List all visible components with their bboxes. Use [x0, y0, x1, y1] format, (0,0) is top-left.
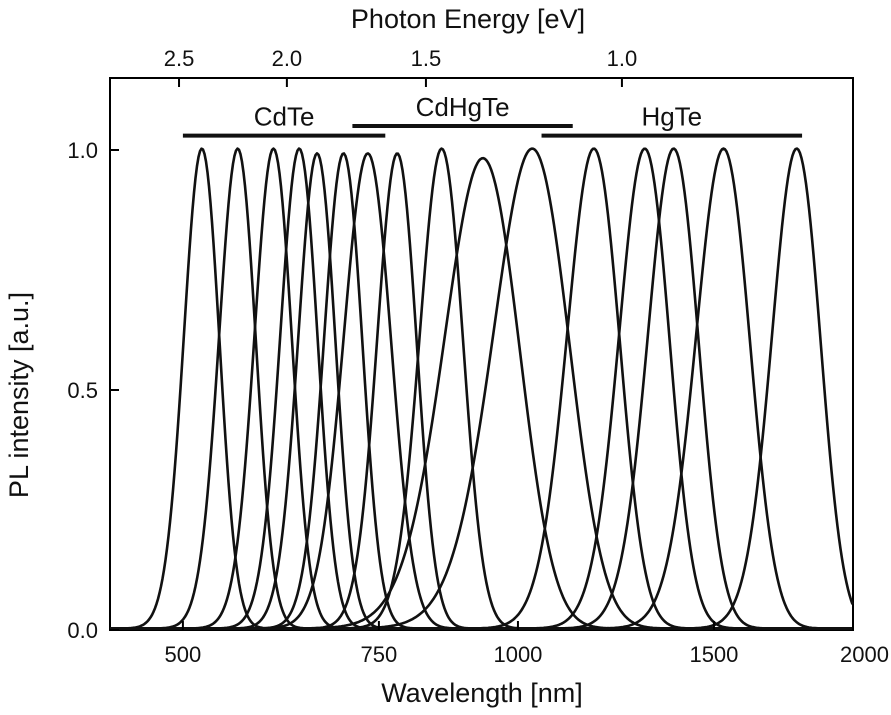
- y-axis-title: PL intensity [a.u.]: [4, 292, 34, 498]
- x2-tick-label-3: 1.5: [411, 46, 442, 71]
- y-tick-label-2: 0.5: [67, 378, 98, 403]
- plot-frame: [109, 77, 854, 631]
- x2-tick-label-4: 1.0: [607, 46, 638, 71]
- y-tick-layer: 0.0 0.5 1.0: [67, 138, 119, 643]
- y-tick-label-1: 0.0: [67, 618, 98, 643]
- x2-tick-layer: 2.5 2.0 1.5 1.0: [164, 46, 638, 87]
- x2-tick-label-2: 2.0: [272, 46, 303, 71]
- x-tick-label-1: 500: [165, 642, 202, 667]
- x-axis-title: Wavelength [nm]: [381, 678, 583, 708]
- x-tick-label-4: 1500: [689, 642, 738, 667]
- x-tick-label-3: 1000: [493, 642, 542, 667]
- x2-axis-title: Photon Energy [eV]: [351, 4, 585, 34]
- series-layer: [109, 147, 854, 630]
- group-label-2: CdHgTe: [416, 92, 510, 122]
- x2-tick-label-1: 2.5: [164, 46, 195, 71]
- group-bracket-layer: CdTe CdHgTe HgTe: [182, 92, 803, 138]
- x-tick-layer: 500 750 1000 1500 2000: [165, 621, 889, 667]
- x-tick-label-2: 750: [361, 642, 398, 667]
- group-label-3: HgTe: [641, 102, 702, 132]
- y-tick-label-3: 1.0: [67, 138, 98, 163]
- series-curve-16: [110, 147, 854, 630]
- group-label-1: CdTe: [254, 102, 315, 132]
- x-tick-label-5: 2000: [840, 642, 889, 667]
